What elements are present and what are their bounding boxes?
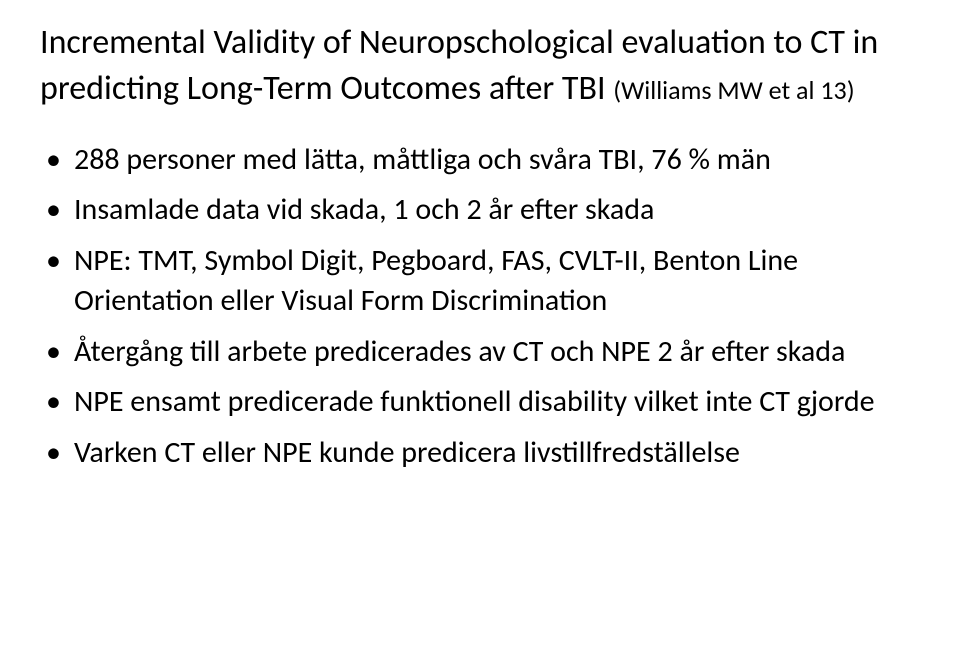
title-ref: (Williams MW et al 13) [613,74,854,106]
list-item: Återgång till arbete predicerades av CT … [40,332,920,373]
slide: Incremental Validity of Neuropschologica… [0,0,960,655]
list-item: NPE ensamt predicerade funktionell disab… [40,382,920,423]
bullet-list: 288 personer med lätta, måttliga och svå… [40,140,920,474]
slide-title: Incremental Validity of Neuropschologica… [40,20,920,112]
list-item: Varken CT eller NPE kunde predicera livs… [40,433,920,474]
list-item: NPE: TMT, Symbol Digit, Pegboard, FAS, C… [40,241,920,322]
list-item: 288 personer med lätta, måttliga och svå… [40,140,920,181]
list-item: Insamlade data vid skada, 1 och 2 år eft… [40,190,920,231]
